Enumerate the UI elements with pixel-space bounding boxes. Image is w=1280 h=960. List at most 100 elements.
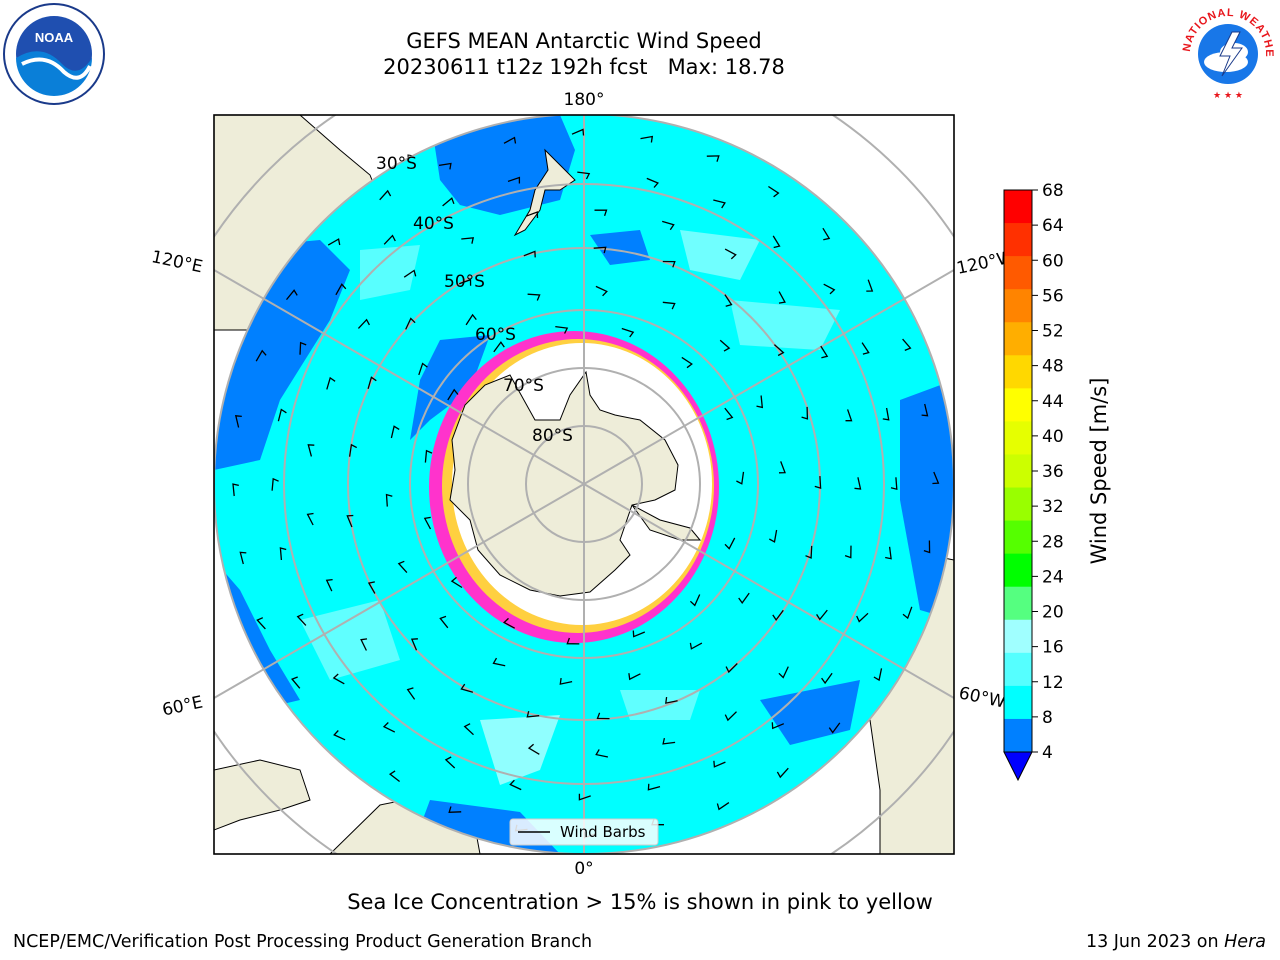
svg-text:NOAA: NOAA [35, 30, 74, 45]
chart-subtitle: 20230611 t12z 192h fcst Max: 18.78 [383, 55, 785, 79]
wind-barb [772, 235, 781, 249]
wind-barb [577, 171, 591, 180]
wind-barb [921, 403, 929, 417]
wind-barb [578, 793, 591, 801]
wind-barb [756, 395, 764, 409]
wind-barb [357, 318, 370, 329]
wind-barb [771, 722, 785, 730]
wind-barb [406, 687, 416, 700]
wind-barb [277, 408, 287, 422]
wind-barb [873, 668, 883, 682]
wind-barb [493, 341, 505, 353]
wind-barb [854, 477, 862, 490]
wind-barb [776, 767, 789, 779]
lon-label-60w: 60°W [957, 683, 1007, 712]
nws-logo: NATIONAL WEATHER SERVICE ★ ★ ★ [1176, 2, 1276, 102]
colorbar-segment [1004, 190, 1032, 224]
wind-barb [820, 345, 829, 359]
wind-barb [379, 189, 392, 201]
wind-barb [239, 551, 247, 565]
colorbar-segment [1004, 553, 1032, 588]
wind-barb [778, 666, 789, 679]
wind-barb [890, 477, 898, 491]
wind-barb [418, 362, 428, 376]
wind-barb [385, 493, 393, 507]
wind-barb [713, 760, 726, 768]
wind-barb [689, 642, 703, 650]
wind-barb [632, 630, 646, 638]
wind-barb [325, 578, 333, 592]
wind-barb [621, 327, 635, 338]
wind-barb [801, 406, 809, 420]
wind-barb [461, 237, 475, 244]
wind-barb [463, 723, 474, 736]
wind-barb [662, 260, 676, 268]
wind-barb [778, 291, 786, 304]
wind-barb [594, 209, 608, 217]
wind-barb [773, 344, 785, 357]
colorbar-tick-label: 24 [1042, 567, 1064, 587]
colorbar-label: Wind Speed [m/s] [1087, 378, 1111, 565]
wind-barb [442, 197, 455, 207]
wind-barb [447, 388, 459, 401]
wind-barb [738, 592, 750, 605]
legend-label: Wind Barbs [560, 823, 646, 841]
wind-barb [405, 317, 416, 330]
wind-barb [332, 673, 345, 685]
colorbar-tick-label: 4 [1042, 743, 1053, 763]
map-frame [213, 114, 955, 855]
wind-barb [725, 663, 738, 674]
wind-barb [681, 356, 693, 369]
wind-barb [595, 285, 608, 297]
colorbar-tick-label: 36 [1042, 462, 1064, 482]
wind-barb [844, 545, 852, 559]
wind-barb [823, 283, 836, 295]
wind-barb [390, 425, 400, 439]
wind-barb [555, 325, 569, 334]
wind-barb [662, 737, 676, 745]
wind-barb [307, 444, 315, 457]
wind-barb [828, 722, 841, 734]
wind-barb [285, 289, 298, 301]
lat-label-80s: 80°S [532, 426, 573, 446]
colorbar-tick-label: 20 [1042, 603, 1064, 623]
wind-barb [646, 177, 659, 188]
wind-barb [255, 349, 267, 362]
colorbar-segment [1004, 487, 1032, 522]
wind-barb [724, 248, 737, 260]
wind-barbs [232, 128, 940, 839]
wind-barb [768, 185, 780, 198]
colorbar-segment [1004, 619, 1032, 654]
antarctica [449, 370, 679, 597]
wind-barb [640, 135, 654, 143]
wind-barb [232, 483, 239, 497]
wind-barb [716, 802, 730, 811]
wind-barb [460, 683, 474, 693]
wind-barb [523, 250, 536, 258]
lon-label-0: 0° [574, 859, 593, 879]
wind-barb [527, 293, 541, 301]
wind-barb [383, 234, 396, 245]
wind-barb [450, 576, 463, 589]
colorbar-tick-label: 48 [1042, 357, 1064, 377]
lon-label-180: 180° [564, 90, 605, 110]
colorbar-segment [1004, 520, 1032, 555]
wind-barb [885, 546, 892, 560]
wind-barb [234, 415, 242, 428]
wind-barb [571, 128, 585, 136]
wind-barb [509, 779, 522, 791]
wind-barb [507, 176, 521, 184]
colorbar-segment [1004, 256, 1032, 290]
lon-label-120e: 120°E [150, 247, 205, 277]
wind-barb [902, 606, 913, 620]
wind-barb [424, 449, 433, 463]
wind-barb [719, 339, 731, 352]
colorbar-tick-label: 64 [1042, 216, 1064, 236]
wind-barb [724, 537, 736, 550]
lat-label-60s: 60°S [475, 325, 516, 345]
wind-barb [689, 594, 701, 607]
wind-barb [327, 238, 341, 246]
wind-barb [367, 376, 377, 389]
wind-barb [326, 376, 336, 390]
